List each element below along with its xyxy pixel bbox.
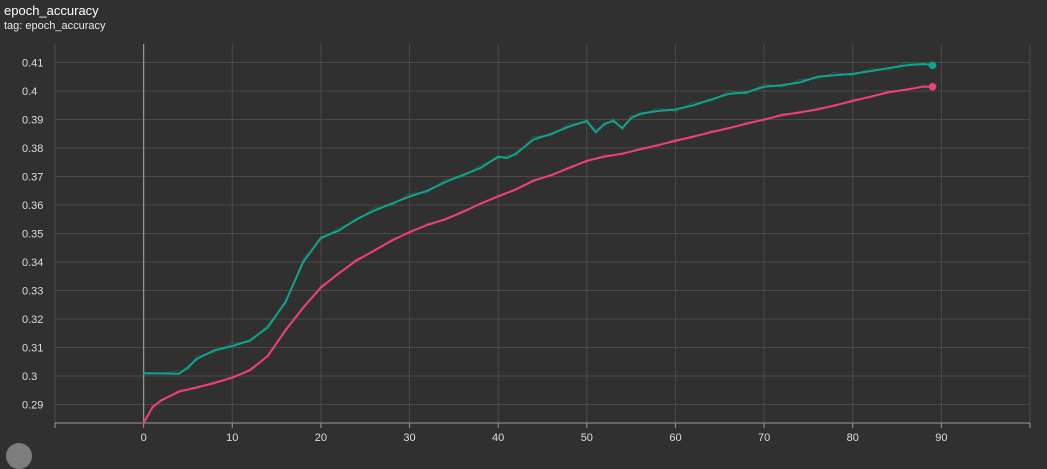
x-tick-label: 0 [141,432,147,444]
y-tick-label: 0.38 [22,143,43,155]
y-tick-label: 0.33 [22,285,43,297]
y-tick-label: 0.35 [22,229,43,241]
chart-header: epoch_accuracy tag: epoch_accuracy [4,3,106,33]
chart-title: epoch_accuracy [4,3,99,18]
y-tick-label: 0.32 [22,314,43,326]
series-raw-line [143,84,933,425]
y-tick-label: 0.31 [22,342,43,354]
x-tick-label: 90 [935,432,947,444]
y-tick-label: 0.4 [22,86,37,98]
series-end-marker[interactable] [928,61,937,70]
line-chart[interactable]: 0 10 20 30 40 50 60 70 80 90 0.29 0.3 0.31 0.32 0.33 0.… [0,0,1047,452]
y-tick-label: 0.37 [22,172,43,184]
smoothed-series-layer [142,61,937,424]
x-tick-label: 60 [669,432,681,444]
y-tick-label: 0.36 [22,200,43,212]
chart-subtitle: tag: epoch_accuracy [4,20,106,32]
series-line[interactable] [142,85,934,424]
x-tick-label: 70 [758,432,770,444]
x-tick-label: 50 [581,432,593,444]
raw-series-layer [143,61,933,425]
expand-button[interactable] [6,443,32,469]
y-tick-label: 0.34 [22,257,43,269]
y-tick-label: 0.29 [22,399,43,411]
x-tick-label: 40 [492,432,504,444]
x-tick-label: 10 [226,432,238,444]
axes [54,44,1031,428]
grid-lines [54,44,1031,423]
y-tick-label: 0.41 [22,58,43,70]
x-tick-label: 80 [847,432,859,444]
x-tick-label: 20 [315,432,327,444]
x-tick-label: 30 [403,432,415,444]
y-tick-label: 0.39 [22,115,43,127]
y-tick-label: 0.3 [22,371,37,383]
tick-labels: 0 10 20 30 40 50 60 70 80 90 0.29 0.3 0.31 0.32 0.33 0.… [22,58,947,444]
series-end-marker[interactable] [928,82,937,91]
series-line[interactable] [142,62,934,375]
